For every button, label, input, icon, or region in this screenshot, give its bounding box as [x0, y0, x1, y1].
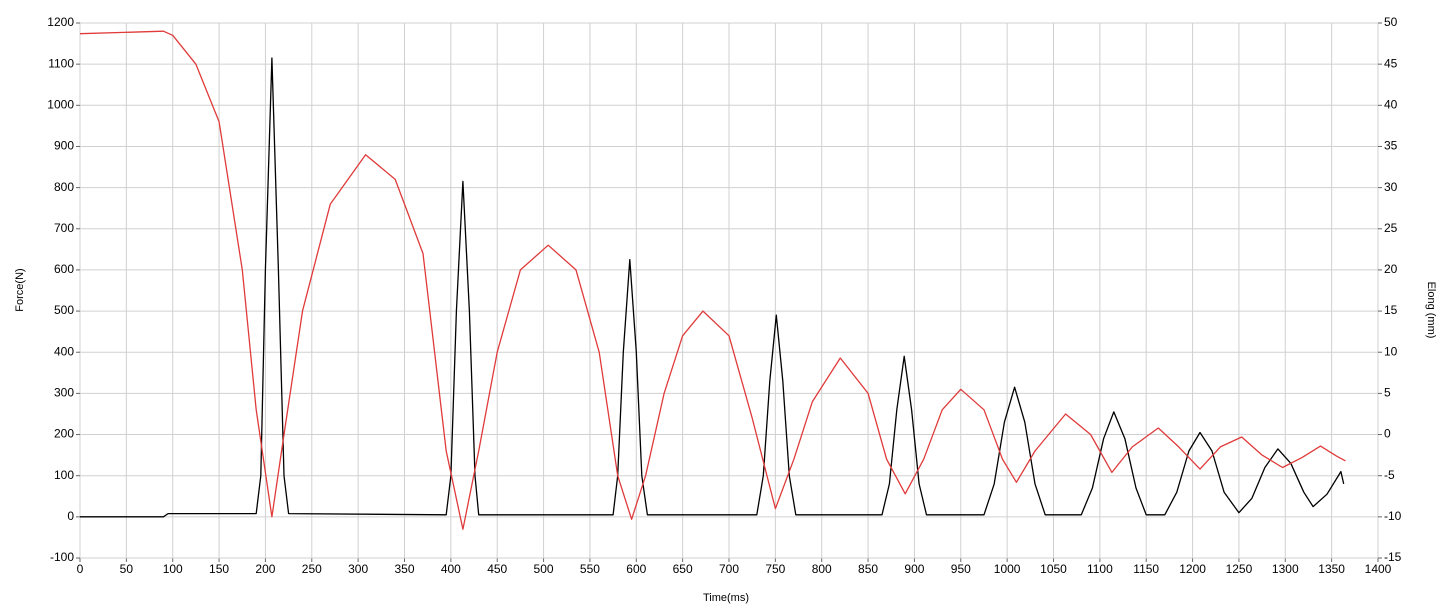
y2-tick-label: 10	[1384, 344, 1398, 358]
y2-tick-label: 50	[1384, 15, 1398, 29]
y-tick-label: 700	[54, 221, 74, 235]
x-tick-label: 650	[673, 562, 693, 576]
y-tick-label: 100	[54, 468, 74, 482]
y2-tick-label: 0	[1384, 427, 1391, 441]
x-tick-label: 350	[394, 562, 414, 576]
x-tick-label: 1200	[1179, 562, 1206, 576]
x-tick-label: 1050	[1040, 562, 1067, 576]
y2-tick-label: 35	[1384, 139, 1398, 153]
data-line	[79, 30, 1346, 530]
y2-tick-label: 5	[1384, 386, 1391, 400]
y2-tick-label: 40	[1384, 97, 1398, 111]
x-tick-label: 1100	[1087, 562, 1113, 576]
y-tick-label: 600	[54, 262, 74, 276]
x-tick-label: 500	[534, 562, 554, 576]
y-tick-label: 900	[54, 139, 74, 153]
x-tick-label: 450	[487, 562, 507, 576]
x-tick-label: 0	[77, 562, 84, 576]
y-axis-label: Force(N)	[14, 268, 26, 311]
x-tick-label: 700	[719, 562, 739, 576]
x-tick-label: 1300	[1272, 562, 1299, 576]
y2-tick-label: -15	[1384, 550, 1402, 564]
y-tick-label: 0	[67, 509, 74, 523]
y2-tick-label: 45	[1384, 56, 1398, 70]
x-tick-label: 250	[302, 562, 322, 576]
y-tick-label: 1200	[47, 15, 74, 29]
x-tick-label: 550	[580, 562, 600, 576]
y-tick-label: 1000	[47, 97, 74, 111]
x-tick-label: 1400	[1365, 562, 1392, 576]
y-tick-label: 500	[54, 303, 74, 317]
x-tick-label: 600	[626, 562, 646, 576]
x-tick-label: 200	[255, 562, 275, 576]
x-tick-label: 1250	[1226, 562, 1253, 576]
x-tick-label: 150	[209, 562, 229, 576]
x-tick-label: 800	[812, 562, 832, 576]
x-tick-label: 50	[120, 562, 134, 576]
x-tick-label: 300	[348, 562, 368, 576]
x-tick-label: 1000	[994, 562, 1021, 576]
y-tick-label: -100	[50, 550, 74, 564]
y-tick-label: 200	[54, 427, 74, 441]
x-tick-label: 750	[765, 562, 785, 576]
y-tick-label: 800	[54, 180, 74, 194]
y2-tick-label: 20	[1384, 262, 1398, 276]
x-tick-label: 900	[904, 562, 924, 576]
x-tick-label: 850	[858, 562, 878, 576]
y-tick-label: 1100	[48, 56, 74, 70]
data-line	[80, 57, 1345, 518]
x-axis-label: Time(ms)	[703, 592, 749, 604]
y2-tick-label: -10	[1384, 509, 1402, 523]
y-tick-label: 300	[54, 386, 74, 400]
x-tick-label: 1350	[1318, 562, 1345, 576]
y-tick-label: 400	[54, 344, 74, 358]
y2-axis-label: Elong (mm)	[1425, 282, 1437, 339]
x-tick-label: 950	[951, 562, 971, 576]
x-tick-label: 400	[441, 562, 461, 576]
y2-tick-label: 30	[1384, 180, 1398, 194]
y2-tick-label: -5	[1384, 468, 1395, 482]
x-tick-label: 100	[163, 562, 183, 576]
y2-tick-label: 15	[1384, 303, 1398, 317]
x-tick-label: 1150	[1133, 562, 1159, 576]
y2-tick-label: 25	[1384, 221, 1398, 235]
